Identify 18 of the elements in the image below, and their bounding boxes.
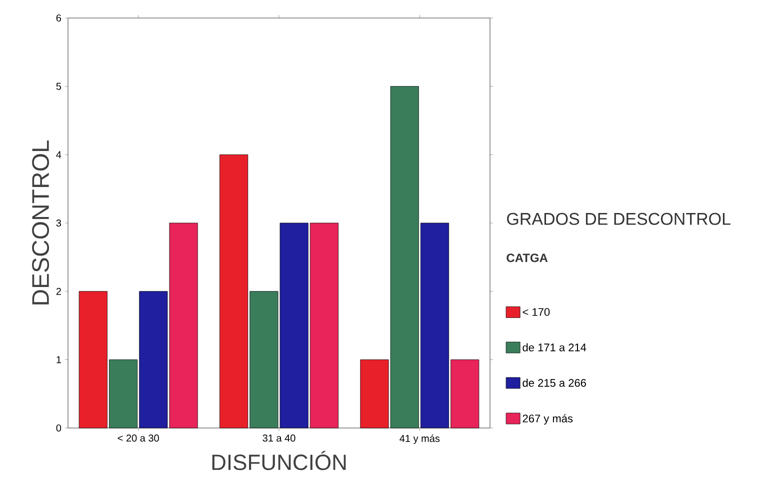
x-tick-label: 41 y más: [400, 434, 440, 444]
legend-label: de 215 a 266: [522, 378, 586, 387]
y-tick-label: 6: [56, 14, 62, 22]
y-tick-label: 5: [56, 82, 62, 90]
x-axis-title: DISFUNCIÓN: [212, 450, 346, 470]
legend-label: 267 y más: [522, 414, 573, 425]
y-tick-label: 1: [56, 356, 61, 364]
legend-label: de 171 a 214: [522, 343, 586, 352]
text: CATGA: [506, 254, 548, 262]
y-tick-label: 2: [56, 288, 61, 295]
y-axis-title: DESCONTROL: [32, 140, 50, 304]
y-tick-label: 4: [56, 151, 62, 158]
x-tick-label: < 20 a 30: [118, 434, 159, 442]
legend-label: < 170: [522, 308, 550, 316]
legend-title: GRADOS DE DESCONTROL: [507, 212, 730, 225]
y-tick-label: 0: [56, 424, 62, 432]
y-tick-label: 3: [56, 219, 62, 227]
x-tick-label: 31 a 40: [262, 434, 296, 442]
